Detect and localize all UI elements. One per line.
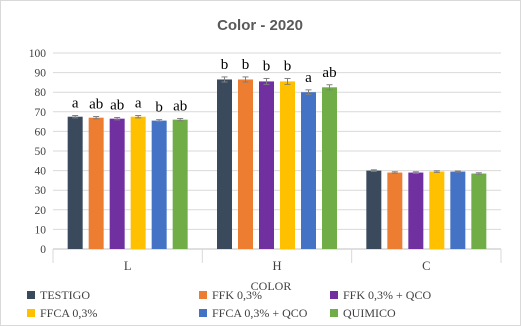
bar [130,116,146,249]
x-axis-title: COLOR [251,279,292,293]
y-tick-label: 20 [35,205,47,217]
y-tick-label: 40 [35,166,47,178]
legend: TESTIGO FFK 0,3% FFK 0,3% + QCO FFCA 0,3% FF… [27,288,431,320]
significance-letter: a [72,96,79,112]
y-tick-label: 100 [29,48,47,60]
bar [429,171,445,249]
bar [408,172,424,249]
bar [471,173,487,249]
bar [67,116,83,249]
bar [88,117,104,250]
bar [259,81,274,249]
chart-title: Color - 2020 [217,17,303,34]
bar [280,81,295,249]
legend-label: FFCA 0,3% + QCO [212,306,308,320]
bar [387,172,403,249]
y-tick-label: 80 [35,87,47,99]
significance-letter: ab [110,97,124,113]
bars: a ab ab a b abb b b ba ab [67,57,487,250]
significance-letter: ab [322,65,336,81]
legend-label: TESTIGO [40,288,90,302]
legend-swatch [199,291,207,299]
legend-label: FFK 0,3% [212,288,262,302]
significance-letter: b [284,58,292,74]
y-tick-label: 0 [40,244,46,256]
bar [217,79,232,250]
y-tick-label: 90 [35,68,47,80]
legend-item: TESTIGO [27,288,90,302]
significance-letter: b [263,58,271,74]
x-tick-label: L [124,259,132,273]
legend-swatch [330,291,338,299]
y-tick-label: 50 [35,146,47,158]
x-tick-label: C [422,259,430,273]
legend-label: FFCA 0,3% [40,306,97,320]
significance-letter: b [155,100,163,116]
legend-label: QUIMICO [343,306,396,320]
y-tick-label: 10 [35,224,47,236]
legend-swatch [27,291,35,299]
bar [172,119,188,249]
gridlines [53,52,501,250]
bar [109,118,125,249]
x-tick-label: H [272,259,281,273]
significance-letter: b [242,57,250,73]
significance-letter: a [305,70,312,86]
significance-letter: a [135,96,142,112]
significance-letter: b [221,57,229,73]
bar [450,171,466,249]
significance-letter: ab [173,98,187,114]
legend-label: FFK 0,3% + QCO [343,288,431,302]
legend-swatch [330,309,338,317]
legend-item: FFCA 0,3% + QCO [199,306,308,320]
significance-letter: ab [89,97,103,113]
bar [151,120,167,250]
bar [366,170,382,249]
y-tick-label: 30 [35,185,47,197]
y-tick-label: 70 [35,107,47,119]
legend-item: FFK 0,3% [199,288,262,302]
legend-item: QUIMICO [330,306,396,320]
legend-item: FFCA 0,3% [27,306,97,320]
legend-swatch [27,309,35,317]
y-axis: 0 10 20 30 40 50 60 70 80 90 100 [29,48,501,256]
legend-item: FFK 0,3% + QCO [330,288,431,302]
bar [238,79,253,250]
y-tick-label: 60 [35,126,47,138]
bar [301,92,316,249]
legend-swatch [199,309,207,317]
bar [322,87,337,249]
